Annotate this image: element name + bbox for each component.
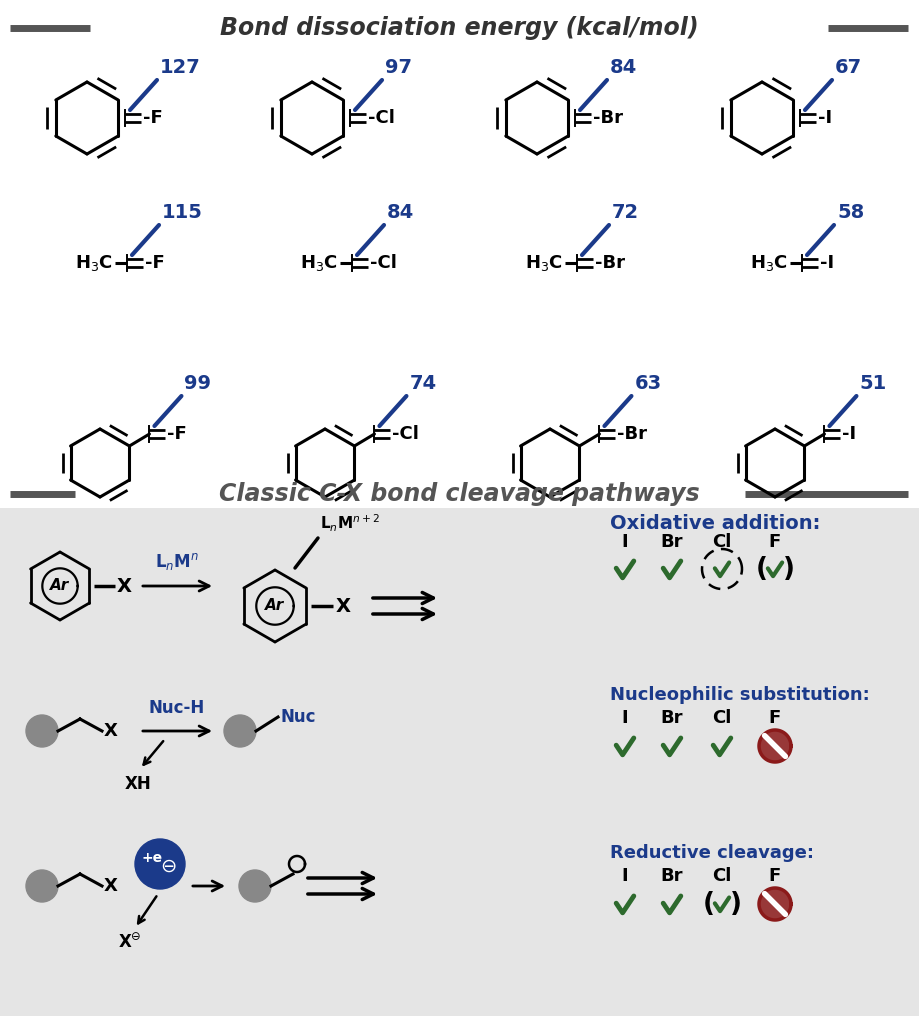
Text: I: I <box>621 709 629 727</box>
Text: X$^{\ominus}$: X$^{\ominus}$ <box>119 934 142 953</box>
Circle shape <box>26 715 58 747</box>
Text: F: F <box>769 867 781 885</box>
Circle shape <box>26 870 58 902</box>
Text: +e: +e <box>142 851 163 865</box>
Circle shape <box>239 870 271 902</box>
Polygon shape <box>759 731 791 762</box>
Text: (: ( <box>755 556 767 582</box>
Text: -F: -F <box>167 425 187 443</box>
Text: Br: Br <box>661 867 683 885</box>
Text: Br: Br <box>661 533 683 551</box>
Text: 63: 63 <box>634 374 662 393</box>
Text: X: X <box>117 576 132 595</box>
Text: 67: 67 <box>835 58 862 77</box>
Text: H$_3$C: H$_3$C <box>301 253 338 273</box>
Circle shape <box>135 839 185 889</box>
Text: (: ( <box>702 891 714 917</box>
Text: F: F <box>769 533 781 551</box>
Text: 51: 51 <box>859 374 887 393</box>
Text: -F: -F <box>143 109 163 127</box>
Text: Cl: Cl <box>712 867 732 885</box>
Text: Ar: Ar <box>51 578 70 593</box>
Text: 74: 74 <box>410 374 437 393</box>
Text: Cl: Cl <box>712 533 732 551</box>
Text: F: F <box>769 709 781 727</box>
Text: L$_n$M$^{n+2}$: L$_n$M$^{n+2}$ <box>320 513 380 534</box>
Text: 84: 84 <box>610 58 637 77</box>
Text: Ar: Ar <box>266 598 285 614</box>
Text: X: X <box>104 722 118 740</box>
Text: I: I <box>621 533 629 551</box>
Text: X: X <box>104 877 118 895</box>
Text: -Br: -Br <box>618 425 648 443</box>
Text: 58: 58 <box>837 203 864 223</box>
Text: ⊖: ⊖ <box>160 856 176 876</box>
Text: 99: 99 <box>185 374 211 393</box>
FancyBboxPatch shape <box>0 508 919 1016</box>
Text: -F: -F <box>145 254 165 272</box>
Text: 127: 127 <box>160 58 200 77</box>
Text: I: I <box>621 867 629 885</box>
Text: Classic C-X bond cleavage pathways: Classic C-X bond cleavage pathways <box>219 482 699 506</box>
Text: Cl: Cl <box>712 709 732 727</box>
Text: Oxidative addition:: Oxidative addition: <box>610 514 821 533</box>
Text: -I: -I <box>818 109 832 127</box>
Text: Nucleophilic substitution:: Nucleophilic substitution: <box>610 686 869 704</box>
Polygon shape <box>759 888 791 920</box>
Text: -Cl: -Cl <box>368 109 395 127</box>
Text: Nuc-H: Nuc-H <box>149 699 205 717</box>
Text: Nuc: Nuc <box>281 708 316 726</box>
Text: -Br: -Br <box>593 109 623 127</box>
Text: X: X <box>336 596 351 616</box>
Text: -Cl: -Cl <box>370 254 397 272</box>
Text: 97: 97 <box>385 58 412 77</box>
Text: XH: XH <box>125 775 152 793</box>
Text: ): ) <box>783 556 795 582</box>
Text: -Br: -Br <box>595 254 625 272</box>
Text: Reductive cleavage:: Reductive cleavage: <box>610 844 814 862</box>
Text: Br: Br <box>661 709 683 727</box>
Text: -I: -I <box>843 425 857 443</box>
Text: L$_n$M$^n$: L$_n$M$^n$ <box>155 551 199 572</box>
Text: ): ) <box>731 891 743 917</box>
Text: -I: -I <box>820 254 834 272</box>
Text: Bond dissociation energy (kcal/mol): Bond dissociation energy (kcal/mol) <box>220 16 698 40</box>
Circle shape <box>224 715 256 747</box>
Text: H$_3$C: H$_3$C <box>750 253 788 273</box>
Text: 84: 84 <box>387 203 414 223</box>
Text: H$_3$C: H$_3$C <box>75 253 113 273</box>
Text: -Cl: -Cl <box>392 425 419 443</box>
Text: 115: 115 <box>162 203 203 223</box>
Text: 72: 72 <box>612 203 639 223</box>
Text: H$_3$C: H$_3$C <box>525 253 563 273</box>
